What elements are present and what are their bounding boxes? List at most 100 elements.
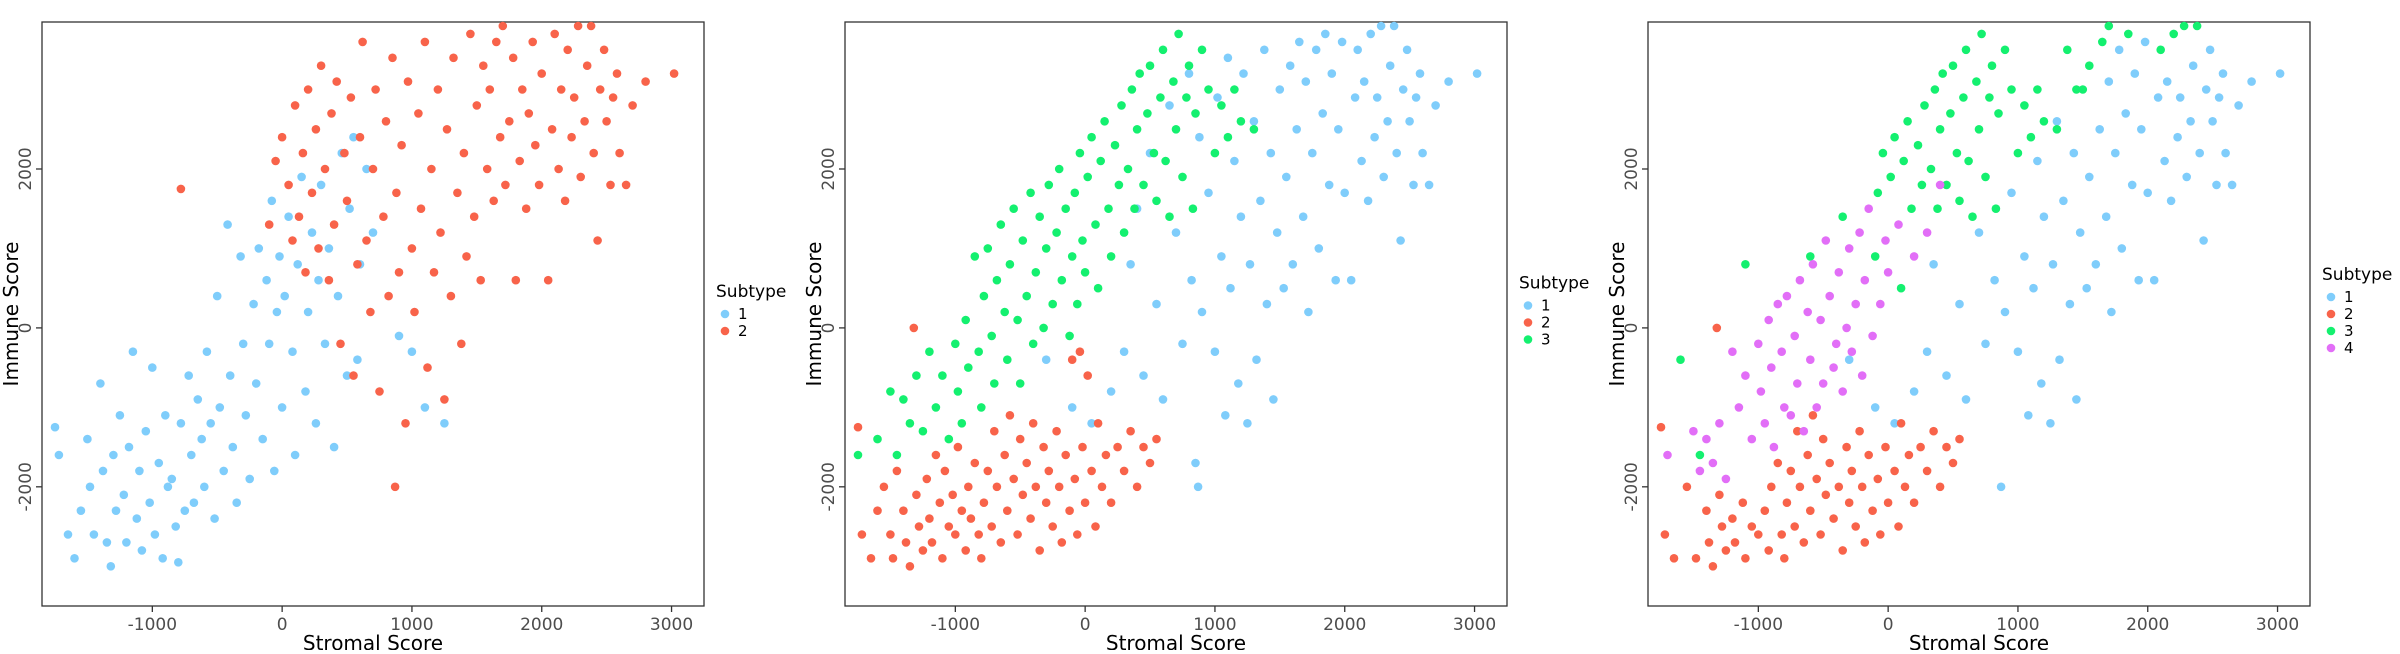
scatter-point [1048,522,1057,531]
scatter-point [1868,331,1877,341]
scatter-point [573,21,583,31]
scatter-point [249,299,258,309]
scatter-point [1799,538,1809,547]
scatter-point [225,371,235,380]
scatter-point [1359,77,1369,86]
legend-key-2 [720,326,730,336]
scatter-point [2039,117,2049,126]
scatter-point [1057,275,1067,285]
scatter-point [888,554,898,563]
scatter-point [944,434,954,444]
scatter-point [1864,204,1873,213]
scatter-point [1818,379,1828,388]
scatter-point [1110,140,1120,150]
scatter-point [918,546,928,555]
scatter-point [158,554,167,563]
scatter-point [189,498,199,508]
scatter-point [2104,21,2114,31]
scatter-point [1106,387,1116,396]
scatter-point [2162,77,2172,86]
scatter-point [358,37,367,47]
scatter-point [1868,506,1877,515]
scatter-point [931,403,941,412]
scatter-point [232,498,241,508]
legend-label-1: 1 [1541,297,1551,315]
scatter-point [1080,268,1090,277]
scatter-point [547,125,557,134]
scatter-point [1990,275,1999,285]
scatter-point [1087,466,1096,476]
scatter-point [472,101,482,110]
scatter-point [1873,474,1883,484]
scatter-point [1890,132,1899,142]
y-axis-title: Immune Score [802,242,826,387]
scatter-point [569,93,579,102]
scatter-point [1067,252,1077,261]
scatter-point [161,411,170,420]
scatter-point [122,538,131,547]
scatter-point [1087,419,1096,428]
scatter-point [528,37,537,47]
scatter-point [403,77,413,86]
scatter-point [1236,117,1246,126]
scatter-point [219,466,228,476]
scatter-point [899,395,908,404]
scatter-point [1899,156,1908,166]
scatter-point [1803,307,1812,317]
scatter-point [440,419,449,428]
scatter-point [197,434,206,444]
scatter-point [918,426,928,436]
scatter-point [1676,355,1685,365]
scatter-point [254,244,264,253]
scatter-point [482,164,492,174]
scatter-point [102,538,112,547]
scatter-point [1022,291,1031,301]
scatter-point [1991,204,2001,213]
legend-key-2 [2326,309,2336,319]
legend-key-3 [2326,326,2336,336]
y-tick-label: 0 [1622,322,1642,333]
scatter-point [1883,268,1893,277]
scatter-point [485,85,495,94]
scatter-point [407,347,417,357]
scatter-point [1075,148,1085,158]
scatter-point [1955,196,1964,206]
scatter-point [1472,69,1482,78]
scatter-point [1026,514,1035,523]
scatter-point [621,180,631,190]
scatter-point [582,61,592,70]
scatter-point [498,21,508,31]
scatter-point [1955,434,1964,444]
scatter-point [2072,85,2081,94]
scatter-point [1057,538,1067,547]
scatter-point [241,411,251,420]
scatter-point [1773,458,1783,468]
scatter-point [1721,474,1731,484]
scatter-point [615,148,624,158]
scatter-point [1803,450,1812,460]
scatter-point [987,331,996,341]
scatter-point [1145,458,1155,468]
scatter-point [280,291,290,301]
scatter-point [599,45,609,55]
scatter-point [1857,371,1867,380]
scatter-point [2182,172,2191,182]
scatter-point [301,268,310,277]
scatter-point [1044,180,1054,190]
scatter-point [1350,93,1360,102]
scatter-point [98,466,108,476]
scatter-point [492,37,501,47]
scatter-point [2114,45,2124,55]
scatter-point [1767,363,1776,372]
scatter-point [2166,196,2176,206]
scatter-point [2000,45,2010,55]
scatter-point [1193,482,1203,492]
scatter-point [1695,466,1705,476]
scatter-point [1851,299,1860,309]
scatter-point [2007,188,2016,198]
scatter-point [2026,132,2036,142]
scatter-point [1948,61,1958,70]
scatter-point [371,85,380,94]
